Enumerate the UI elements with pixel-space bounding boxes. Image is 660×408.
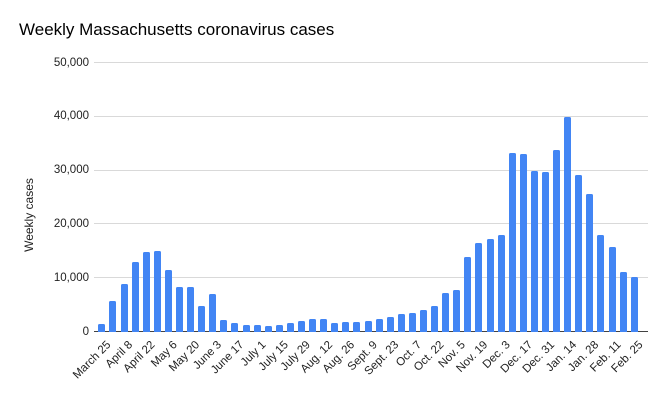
bar-March 25 xyxy=(98,324,106,332)
bar-Aug. 12 xyxy=(320,319,328,332)
bar-week-48 xyxy=(619,272,627,332)
bar-May 20 xyxy=(187,287,195,332)
bar-July 15 xyxy=(275,325,283,332)
bar-week-16 xyxy=(264,326,272,332)
bar-Dec. 3 xyxy=(497,234,505,332)
bar-week-36 xyxy=(486,238,494,332)
y-tick-label: 10,000 xyxy=(53,271,89,284)
bar-June 17 xyxy=(231,322,239,332)
chart-title: Weekly Massachusetts coronavirus cases xyxy=(19,20,335,39)
bar-week-30 xyxy=(420,309,427,332)
y-tick-label: 50,000 xyxy=(53,56,89,69)
bar-week-24 xyxy=(353,322,361,332)
bar-week-2 xyxy=(109,301,117,332)
gridline xyxy=(94,223,648,225)
bar-April 22 xyxy=(142,252,150,332)
plot-area xyxy=(94,62,648,332)
bar-week-28 xyxy=(397,314,405,332)
y-tick-label: 20,000 xyxy=(53,217,89,230)
bar-Sept. 23 xyxy=(386,316,394,332)
bar-week-40 xyxy=(530,170,538,332)
bar-Feb. 11 xyxy=(608,247,616,332)
bar-May 6 xyxy=(164,269,172,332)
bar-week-8 xyxy=(176,286,184,332)
bar-week-46 xyxy=(597,234,605,332)
y-tick-label: 30,000 xyxy=(53,164,89,177)
bar-week-12 xyxy=(220,320,228,332)
bar-Nov. 19 xyxy=(475,242,483,332)
gridline xyxy=(94,62,648,63)
bar-week-32 xyxy=(442,293,450,332)
bar-Oct. 7 xyxy=(408,313,416,332)
bar-Jan. 14 xyxy=(564,116,572,332)
bar-July 29 xyxy=(298,321,306,332)
bar-week-34 xyxy=(464,257,472,332)
gridline xyxy=(94,169,648,171)
bar-Dec. 17 xyxy=(519,154,527,332)
bar-Aug. 26 xyxy=(342,321,350,332)
bar-week-14 xyxy=(242,325,250,332)
bar-Jan. 28 xyxy=(586,194,594,332)
bar-July 1 xyxy=(253,325,261,332)
y-tick-label: 0 xyxy=(82,325,89,338)
bar-Nov. 5 xyxy=(453,289,461,332)
bar-week-26 xyxy=(375,319,383,332)
bar-week-42 xyxy=(553,150,561,332)
gridline xyxy=(94,115,648,117)
bar-week-38 xyxy=(508,152,516,332)
bar-week-20 xyxy=(309,318,317,332)
bar-week-10 xyxy=(198,306,206,332)
bar-Feb. 25 xyxy=(630,276,638,332)
gridline xyxy=(94,277,648,279)
bar-week-18 xyxy=(286,323,294,332)
bar-June 3 xyxy=(209,293,217,332)
bar-Sept. 9 xyxy=(364,321,372,332)
bar-Oct. 22 xyxy=(431,306,439,332)
bar-week-44 xyxy=(575,174,583,332)
bar-April 8 xyxy=(120,284,128,332)
y-tick-label: 40,000 xyxy=(53,110,89,123)
bar-Dec. 31 xyxy=(542,172,549,332)
bar-week-6 xyxy=(153,250,161,332)
bar-week-4 xyxy=(131,262,139,332)
bar-week-22 xyxy=(331,322,339,332)
